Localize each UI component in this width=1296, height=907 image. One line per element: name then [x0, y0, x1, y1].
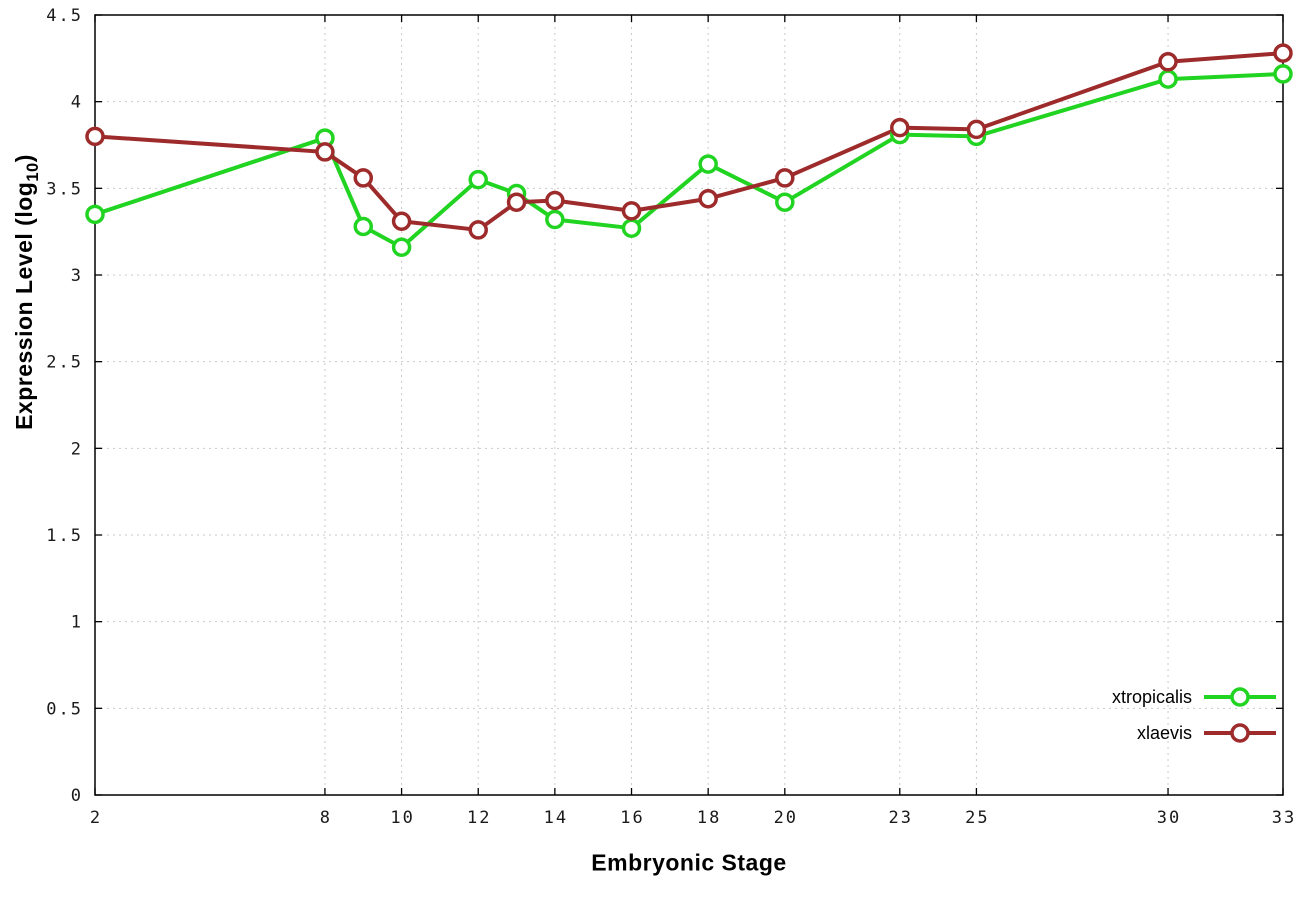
x-tick-label: 18	[697, 808, 721, 828]
y-tick-label: 3	[71, 266, 83, 286]
marker-xtropicalis	[1273, 64, 1293, 84]
series-line-xlaevis	[93, 51, 1285, 232]
y-tick-label: 1	[71, 613, 83, 633]
y-tick-label: 4	[71, 93, 83, 113]
legend-marker-xtropicalis	[1230, 687, 1250, 707]
marker-xlaevis	[775, 168, 795, 188]
x-tick-label: 23	[889, 808, 913, 828]
y-tick-label: 0.5	[46, 699, 83, 719]
legend-marker-xlaevis	[1230, 723, 1250, 743]
x-tick-label: 20	[774, 808, 798, 828]
y-axis-label: Expression Level (log10)	[11, 154, 43, 430]
marker-xlaevis	[85, 126, 105, 147]
marker-xtropicalis	[621, 218, 642, 238]
y-tick-label: 2	[71, 439, 83, 459]
x-tick-label: 8	[320, 808, 332, 828]
marker-xlaevis	[698, 188, 718, 209]
marker-xlaevis	[545, 190, 565, 211]
marker-xtropicalis	[353, 216, 374, 237]
legend-label-xtropicalis: xtropicalis	[1112, 687, 1192, 707]
marker-xlaevis	[1158, 52, 1178, 72]
x-tick-label: 33	[1272, 808, 1296, 828]
y-tick-label: 3.5	[46, 179, 83, 199]
y-axis-label-main: Expression Level (log	[11, 181, 38, 430]
x-tick-label: 12	[467, 808, 491, 828]
x-tick-label: 14	[544, 808, 568, 828]
marker-xtropicalis	[775, 192, 795, 212]
plot-border	[94, 14, 1284, 796]
marker-xlaevis	[315, 142, 335, 162]
y-axis-label-sub: 10	[22, 162, 42, 182]
series-line-xtropicalis	[93, 71, 1285, 250]
marker-xlaevis	[621, 201, 642, 221]
marker-xtropicalis	[545, 209, 565, 230]
marker-xlaevis	[468, 220, 488, 240]
marker-xtropicalis	[468, 169, 488, 190]
x-tick-label: 10	[390, 808, 414, 828]
x-tick-label: 25	[965, 808, 989, 828]
x-tick-label: 30	[1157, 808, 1181, 828]
legend-label-xlaevis: xlaevis	[1137, 723, 1192, 743]
marker-xlaevis	[890, 117, 910, 138]
y-tick-label: 0	[71, 786, 83, 806]
y-axis-label-end: )	[11, 154, 38, 163]
marker-xlaevis	[391, 211, 412, 232]
marker-xlaevis	[1273, 43, 1293, 63]
marker-xtropicalis	[1158, 69, 1178, 89]
marker-xtropicalis	[85, 204, 105, 225]
y-tick-label: 1.5	[46, 526, 83, 546]
x-axis-label: Embryonic Stage	[591, 849, 787, 876]
marker-xtropicalis	[391, 237, 412, 258]
legend: xtropicalis xlaevis	[1112, 687, 1276, 743]
marker-xlaevis	[353, 168, 374, 188]
x-tick-label: 16	[620, 808, 644, 828]
y-tick-label: 2.5	[46, 353, 83, 373]
y-tick-label: 4.5	[46, 6, 83, 26]
marker-xtropicalis	[698, 154, 718, 174]
marker-xlaevis	[506, 192, 527, 212]
x-tick-label: 2	[90, 808, 102, 828]
marker-xlaevis	[966, 119, 987, 140]
